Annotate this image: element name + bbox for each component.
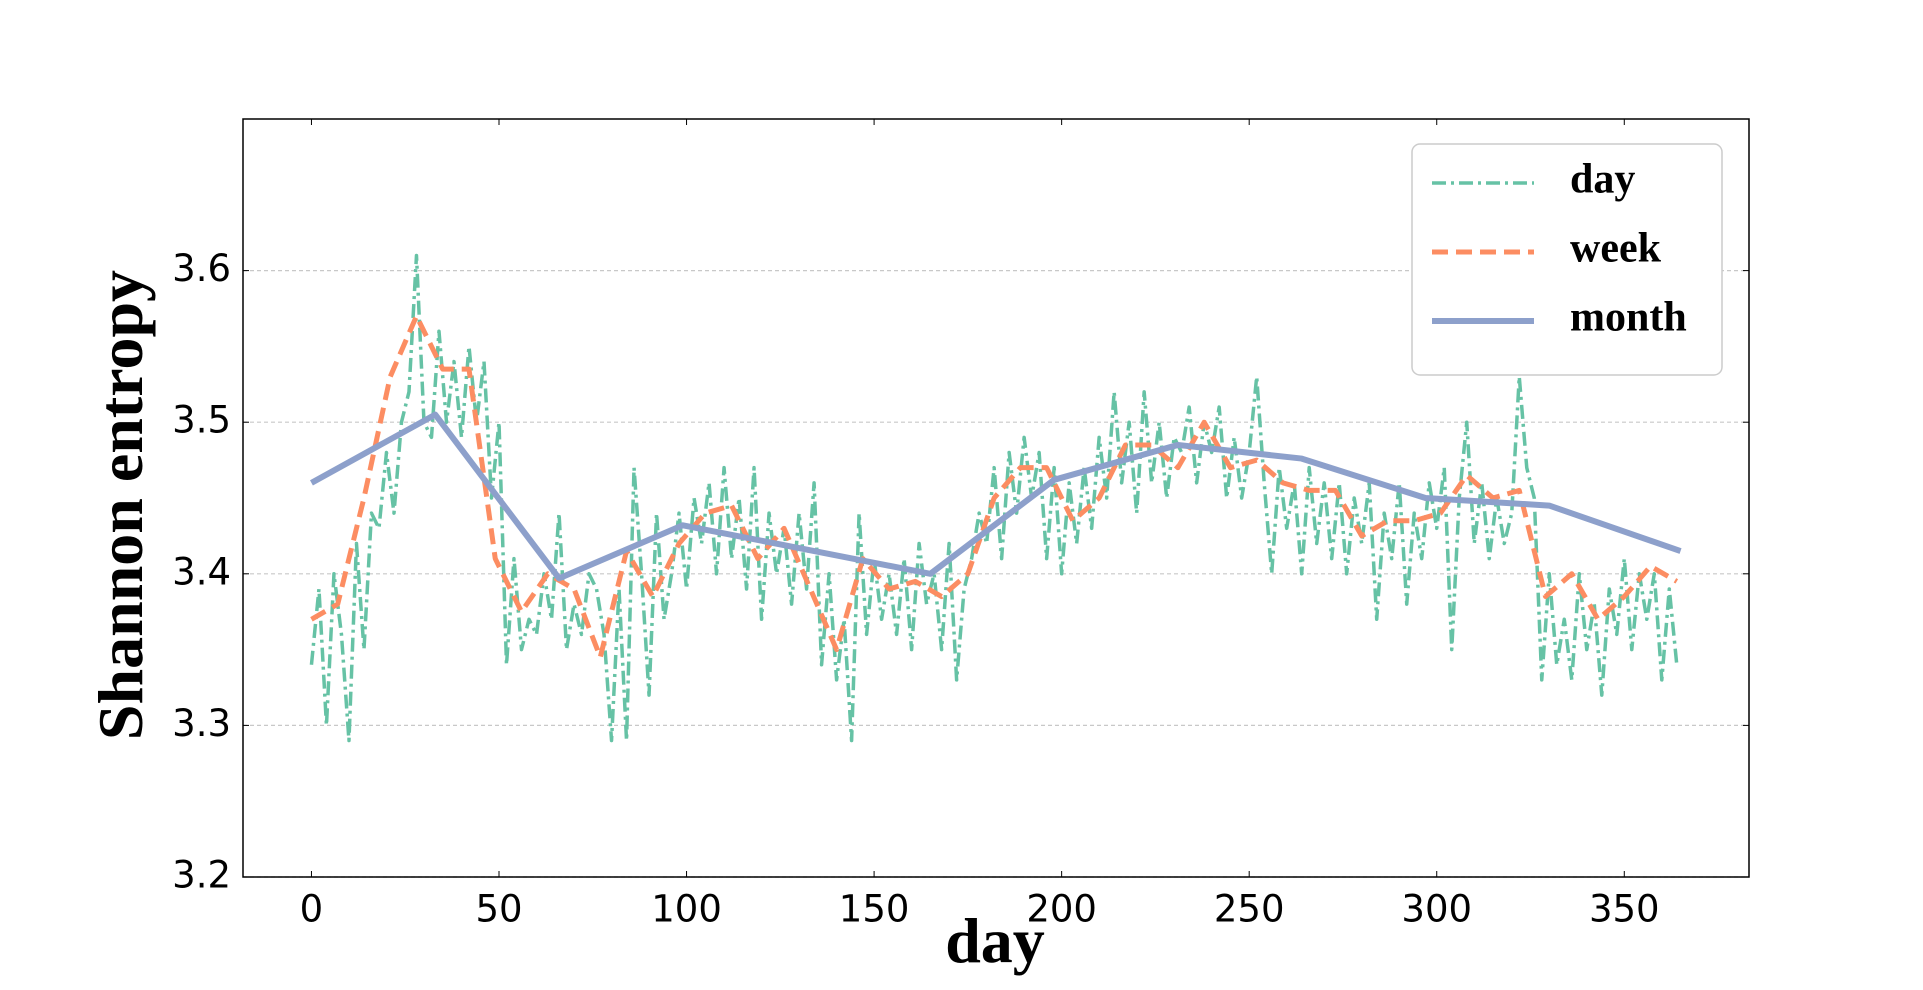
x-tick-label: 0 — [300, 888, 324, 931]
x-tick-label: 50 — [475, 888, 522, 931]
x-tick-label: 250 — [1214, 888, 1285, 931]
y-axis-label: Shannon entropy — [85, 270, 156, 740]
x-tick-label: 200 — [1026, 888, 1097, 931]
legend-label: day — [1570, 157, 1635, 203]
plot-frame — [242, 118, 1750, 878]
y-tick-label: 3.4 — [172, 550, 231, 593]
y-tick-label: 3.5 — [172, 399, 231, 442]
x-tick-label: 150 — [839, 888, 910, 931]
legend-box — [1411, 143, 1723, 376]
x-tick-label: 350 — [1589, 888, 1660, 931]
x-axis-label: day — [945, 905, 1045, 976]
y-tick-label: 3.2 — [172, 854, 231, 897]
legend-label: month — [1570, 295, 1687, 341]
series-line — [310, 411, 1682, 582]
series-line — [309, 253, 1679, 743]
y-tick-label: 3.6 — [172, 247, 231, 290]
legend-label: week — [1570, 226, 1662, 272]
x-tick-label: 100 — [651, 888, 722, 931]
y-tick-label: 3.3 — [172, 702, 231, 745]
x-tick-label: 300 — [1401, 888, 1472, 931]
